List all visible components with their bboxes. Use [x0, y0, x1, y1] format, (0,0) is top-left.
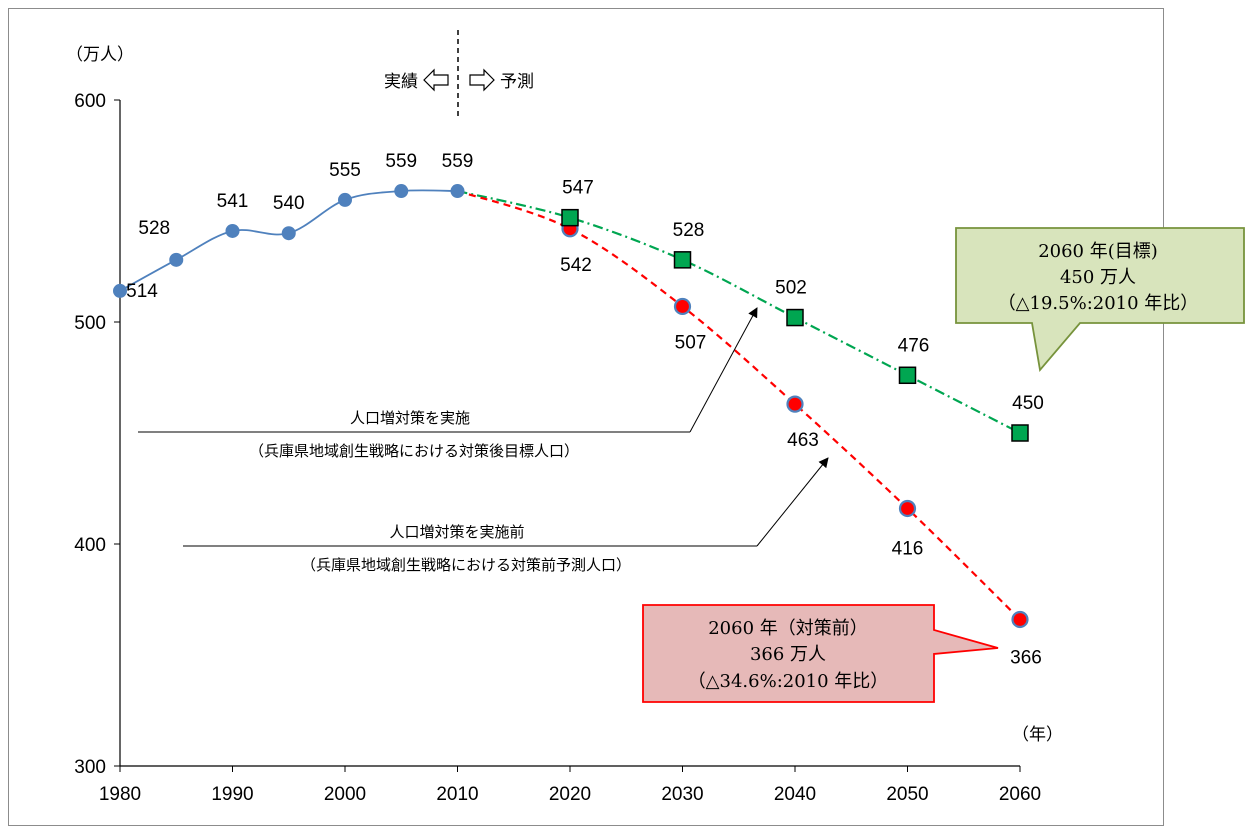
x-tick-label: 1990 [211, 784, 253, 805]
baseline-data-label: 416 [892, 538, 924, 559]
actual-point [281, 226, 296, 241]
actual-data-label: 540 [273, 193, 305, 214]
y-tick-label: 300 [74, 757, 106, 778]
actual-point [394, 184, 409, 199]
baseline-point [1011, 610, 1029, 629]
actual-data-label: 514 [126, 281, 158, 302]
baseline-data-label: 366 [1010, 647, 1042, 668]
target-point [786, 308, 804, 327]
y-tick-label: 600 [74, 91, 106, 112]
target-data-label: 476 [898, 335, 930, 356]
chart-frame [8, 8, 1164, 826]
y-ticks: 300 400 500 600 [74, 91, 120, 778]
target-data-label: 502 [775, 278, 807, 299]
x-tick-label: 1980 [99, 784, 141, 805]
target-point [1011, 424, 1029, 442]
baseline-point [786, 395, 804, 413]
x-tick-label: 2050 [886, 784, 928, 805]
target-point [673, 251, 692, 269]
baseline-data-label: 463 [787, 430, 819, 451]
actual-point [113, 283, 127, 298]
arrow-left-icon [423, 68, 449, 92]
actual-point [338, 192, 352, 207]
target-annotation-detail: （兵庫県地域創生戦略における対策後目標人口） [249, 442, 579, 460]
divider-left-label: 実績 [384, 72, 418, 92]
target-point [898, 366, 917, 385]
target-data-label: 528 [673, 220, 705, 241]
x-tick-label: 2040 [774, 784, 816, 805]
actual-data-label: 528 [138, 218, 170, 239]
y-unit-label: （万人） [66, 45, 134, 65]
actual-data-label: 559 [385, 151, 417, 172]
baseline-point [898, 499, 917, 518]
x-ticks: 1980 1990 2000 2010 2020 2030 2040 2050 2060 [99, 766, 1041, 805]
data-labels: 514 528 541 540 555 559 559 547 528 502 476 450 542 5… [126, 151, 1044, 668]
target-point [561, 208, 579, 227]
baseline-point [673, 297, 692, 316]
callout-target-line1: 2060 年(目標) [1038, 241, 1158, 262]
callout-target-line3: （△19.5%:2010 年比） [998, 293, 1199, 314]
y-tick-label: 400 [74, 535, 106, 556]
x-tick-label: 2060 [999, 784, 1041, 805]
baseline-annotation-arrow [756, 457, 829, 547]
x-tick-label: 2030 [661, 784, 703, 805]
forecast-divider: 実績 予測 [384, 30, 534, 120]
x-tick-label: 2010 [436, 784, 478, 805]
y-tick-label: 500 [74, 313, 106, 334]
actual-point [225, 223, 240, 238]
actual-data-label: 559 [442, 151, 474, 172]
callout-baseline-box [642, 604, 999, 703]
x-tick-label: 2000 [324, 784, 366, 805]
x-tick-label: 2020 [549, 784, 591, 805]
divider-right-label: 予測 [500, 72, 534, 92]
callout-baseline-line1: 2060 年（対策前） [708, 618, 868, 639]
callout-target-line2: 450 万人 [1060, 267, 1136, 288]
baseline-annotation-detail: （兵庫県地域創生戦略における対策前予測人口） [301, 556, 631, 574]
target-annotation-name: 人口増対策を実施 [350, 409, 470, 427]
x-unit-label: （年） [1012, 725, 1063, 745]
series-points [113, 184, 1029, 629]
target-annotation-arrow [689, 307, 758, 433]
target-data-label: 547 [562, 178, 594, 199]
callout-baseline-line2: 366 万人 [750, 644, 826, 665]
callout-baseline-line3: （△34.6%:2010 年比） [688, 671, 889, 692]
callout-baseline: 2060 年（対策前） 366 万人 （△34.6%:2010 年比） [642, 604, 999, 703]
arrow-right-icon [469, 68, 495, 92]
series-annotations: 人口増対策を実施 （兵庫県地域創生戦略における対策後目標人口） 人口増対策を実施… [138, 307, 829, 574]
baseline-data-label: 507 [675, 332, 707, 353]
callout-target: 2060 年(目標) 450 万人 （△19.5%:2010 年比） [955, 227, 1245, 373]
baseline-data-label: 542 [560, 255, 592, 276]
target-series-line [457, 189, 1021, 434]
actual-data-label: 541 [217, 191, 249, 212]
callout-target-box [955, 227, 1245, 373]
actual-data-label: 555 [329, 160, 361, 181]
target-data-label: 450 [1012, 393, 1044, 414]
baseline-annotation-name: 人口増対策を実施前 [389, 523, 524, 541]
actual-point [169, 252, 184, 267]
actual-point [450, 184, 465, 199]
